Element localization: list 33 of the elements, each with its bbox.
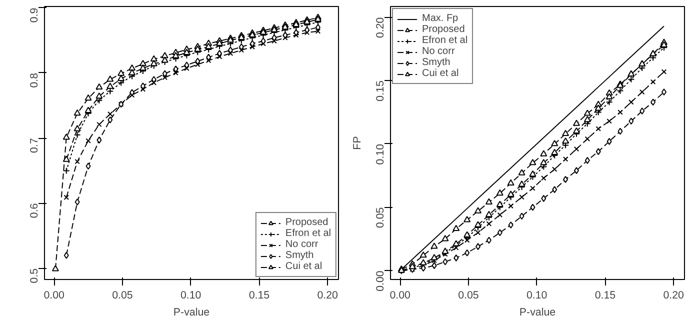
x-axis-title: P-value	[173, 306, 210, 318]
legend-label: Efron et al	[422, 35, 468, 46]
legend-label: Proposed	[422, 24, 465, 35]
x-tick-label: 0.00	[44, 290, 65, 302]
legend-label: Cui et al	[285, 261, 322, 272]
legend-label: No corr	[422, 46, 455, 57]
x-tick-label: 0.00	[390, 290, 411, 302]
y-tick-label: 0.5	[28, 268, 40, 284]
y-tick-label: 0.15	[374, 80, 386, 102]
legend-label: Efron et al	[285, 228, 331, 239]
legend-label: Smyth	[285, 250, 314, 261]
y-tick-label: 0.9	[28, 8, 40, 23]
y-axis-title: FP	[352, 136, 364, 150]
x-tick-label: 0.15	[594, 290, 616, 302]
legend-label: Proposed	[285, 217, 328, 228]
legend-label: Max. Fp	[422, 13, 458, 24]
legend-label: Cui et al	[422, 68, 459, 79]
x-tick-label: 0.15	[248, 290, 270, 302]
y-tick-label: 0.05	[374, 207, 386, 228]
x-tick-label: 0.05	[458, 290, 479, 302]
y-tick-label: 0.7	[28, 138, 40, 153]
y-tick-label: 0.6	[28, 203, 40, 218]
y-tick-label: 0.10	[374, 144, 386, 165]
x-tick-label: 0.20	[663, 290, 684, 302]
legend-label: Smyth	[422, 57, 450, 68]
x-axis-title: P-value	[519, 306, 556, 318]
x-tick-label: 0.10	[180, 290, 202, 302]
x-tick-label: 0.10	[526, 290, 548, 302]
legend-label: No corr	[285, 239, 318, 250]
x-tick-label: 0.20	[317, 290, 338, 302]
x-tick-label: 0.05	[112, 290, 133, 302]
y-tick-label: 0.20	[374, 17, 386, 38]
y-tick-label: 0.8	[28, 72, 40, 88]
